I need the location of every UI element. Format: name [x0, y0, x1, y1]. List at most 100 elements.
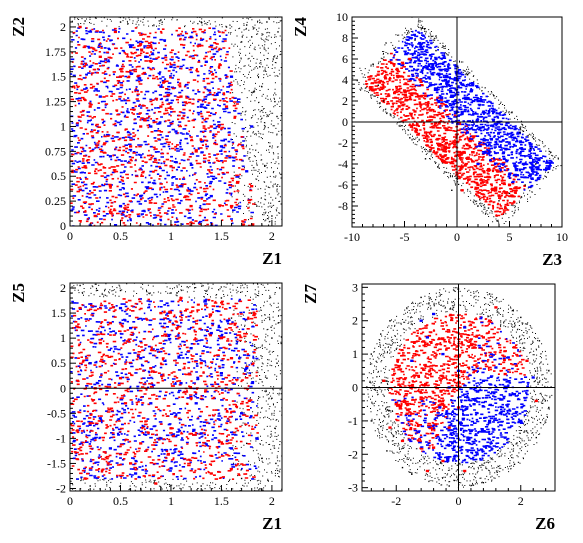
data-point-black: [535, 436, 537, 439]
data-point-black: [273, 56, 275, 58]
data-point-blue: [502, 157, 506, 160]
cloud-black: [71, 17, 282, 226]
y-tick-label: -2: [338, 136, 348, 150]
data-point-red: [149, 367, 153, 370]
cloud-red: [388, 313, 526, 453]
y-tick-label: -1: [348, 414, 358, 428]
data-point-blue: [129, 326, 133, 330]
data-point-blue: [118, 204, 123, 208]
data-point-black: [498, 200, 500, 202]
x-tick-label: 1: [168, 494, 174, 508]
data-point-black: [386, 450, 388, 452]
x-tick-label: 2: [269, 229, 275, 243]
data-point-blue: [429, 84, 433, 87]
data-point-black: [389, 320, 391, 322]
data-point-black: [84, 20, 86, 22]
x-axis-title: Z3: [542, 250, 562, 269]
data-point-red: [98, 341, 102, 345]
data-point-blue: [169, 467, 173, 470]
plot-frame: [69, 282, 283, 492]
data-point-red: [376, 73, 380, 76]
cloud-blue: [70, 27, 254, 226]
data-point-black: [508, 192, 511, 195]
y-tick-label: 0: [60, 381, 66, 395]
x-axis-title: Z1: [262, 249, 282, 268]
data-point-blue: [488, 419, 492, 423]
data-point-blue: [476, 162, 480, 166]
cloud-red: [70, 27, 256, 226]
data-point-black: [200, 485, 202, 487]
data-point-black: [424, 158, 427, 160]
x-axis-title: Z6: [535, 514, 555, 533]
y-tick-label: 0.5: [51, 169, 66, 183]
data-point-red: [154, 482, 158, 485]
data-point-black: [246, 442, 248, 445]
data-point-red: [209, 125, 213, 128]
data-point-blue: [189, 347, 193, 350]
data-point-blue: [465, 131, 470, 134]
y-axis-title: Z7: [301, 284, 320, 304]
data-point-black: [548, 370, 550, 372]
data-point-black: [488, 293, 491, 295]
data-point-blue: [219, 372, 223, 375]
data-point-black: [271, 215, 273, 217]
series-black: [79, 284, 278, 490]
panel-top-left: 0 0.5 1 1.5 2 0 0.25 0.5 0.75 1 1.25 1.5 1.75 2 Z1 Z2: [9, 16, 283, 268]
data-point-red: [444, 141, 449, 145]
y-tick-label: 0: [342, 115, 348, 129]
data-point-blue: [255, 437, 259, 440]
data-point-black: [448, 485, 450, 487]
data-point-red: [419, 396, 423, 399]
x-axis-title: Z1: [262, 514, 282, 533]
y-tick-label: -6: [338, 178, 348, 192]
y-tick-label: 0.25: [45, 194, 66, 208]
x-tick-label: 1.5: [214, 494, 229, 508]
data-point-black: [382, 100, 385, 102]
data-point-black: [259, 66, 261, 68]
data-point-black: [529, 147, 532, 149]
data-point-red: [488, 319, 492, 322]
point-cloud: [366, 287, 553, 489]
y-tick-label: 2: [60, 281, 66, 295]
data-point-red: [179, 296, 183, 300]
data-point-red: [525, 359, 529, 362]
data-point-red: [224, 105, 229, 108]
x-tick-label: -5: [400, 230, 410, 244]
y-tick-label: 1.25: [45, 95, 66, 109]
y-tick-label: 1: [60, 119, 66, 133]
data-point-red: [408, 57, 412, 61]
data-point-blue: [245, 170, 249, 173]
data-point-red: [410, 419, 414, 423]
data-point-black: [271, 397, 273, 399]
data-point-blue: [481, 126, 485, 129]
y-tick-label: 1: [352, 347, 358, 361]
data-point-red: [229, 204, 234, 208]
data-point-blue: [189, 35, 193, 39]
data-point-red: [83, 477, 87, 480]
data-point-red: [447, 426, 451, 429]
data-point-red: [503, 372, 507, 376]
data-point-red: [432, 446, 436, 449]
x-tick-label: 1.5: [214, 229, 229, 243]
data-point-red: [108, 185, 112, 188]
data-point-red: [497, 194, 501, 197]
data-point-black: [79, 284, 81, 287]
data-point-black: [251, 312, 253, 314]
series-red: [376, 57, 512, 197]
y-tick-label: 0.5: [51, 356, 66, 370]
data-point-blue: [434, 57, 438, 61]
data-point-red: [465, 157, 470, 160]
data-point-red: [413, 110, 417, 113]
data-point-blue: [245, 367, 249, 370]
data-point-red: [472, 346, 476, 349]
data-point-blue: [174, 130, 178, 133]
cloud-black: [366, 287, 553, 489]
data-point-red: [159, 311, 163, 315]
data-point-black: [274, 427, 276, 429]
data-point-black: [261, 457, 263, 460]
data-point-black: [220, 297, 223, 299]
panel-top-right: -10 -5 0 5 10 -8 -6 -4 -2 0 2 4 6 8 10 Z3 Z4: [291, 10, 568, 269]
y-tick-label: 0.75: [45, 144, 66, 158]
data-point-blue: [486, 152, 491, 155]
